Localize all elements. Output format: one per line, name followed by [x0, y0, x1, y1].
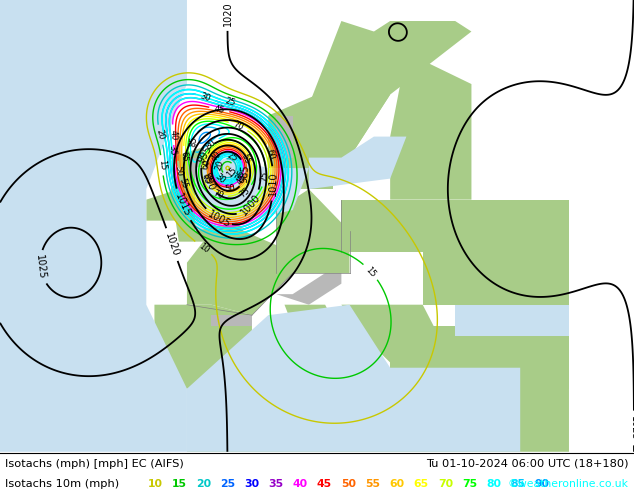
Text: 50: 50	[174, 165, 184, 177]
Text: 25: 25	[220, 479, 235, 490]
Text: 1025: 1025	[629, 416, 634, 441]
Text: 35: 35	[269, 479, 284, 490]
Polygon shape	[390, 326, 439, 389]
Text: ©weatheronline.co.uk: ©weatheronline.co.uk	[508, 479, 629, 490]
Text: 40: 40	[168, 129, 178, 140]
Text: 85: 85	[189, 136, 199, 147]
Text: 50: 50	[224, 183, 236, 194]
Text: 80: 80	[204, 138, 217, 152]
Text: 35: 35	[234, 169, 247, 182]
Text: 30: 30	[245, 479, 259, 490]
Polygon shape	[276, 273, 341, 305]
Text: 20: 20	[196, 479, 211, 490]
Polygon shape	[285, 305, 358, 378]
Text: 20: 20	[155, 128, 166, 141]
Polygon shape	[276, 116, 293, 158]
Text: 1005: 1005	[207, 209, 233, 230]
Polygon shape	[187, 158, 204, 179]
Text: 1010: 1010	[268, 171, 278, 196]
Polygon shape	[187, 378, 569, 452]
Polygon shape	[390, 52, 472, 199]
Polygon shape	[423, 199, 569, 305]
Text: 55: 55	[178, 177, 190, 190]
Polygon shape	[293, 168, 333, 189]
Text: 25: 25	[224, 97, 236, 108]
Text: 65: 65	[199, 172, 212, 186]
Text: 10: 10	[148, 479, 163, 490]
Text: 1020: 1020	[223, 1, 233, 26]
Text: 1025: 1025	[34, 254, 47, 280]
Text: 10: 10	[197, 241, 210, 254]
Polygon shape	[195, 158, 309, 231]
Text: 65: 65	[179, 151, 188, 162]
Text: 1000: 1000	[239, 193, 263, 218]
Text: 15: 15	[225, 166, 239, 179]
Polygon shape	[16, 74, 122, 105]
Text: 60: 60	[265, 147, 276, 160]
Polygon shape	[341, 305, 455, 378]
Text: 30: 30	[212, 172, 226, 186]
Polygon shape	[146, 189, 179, 220]
Polygon shape	[439, 326, 569, 389]
Text: 20: 20	[214, 159, 225, 171]
Text: 55: 55	[240, 152, 252, 165]
Polygon shape	[211, 315, 252, 326]
Text: 40: 40	[210, 149, 224, 163]
Text: 15: 15	[157, 160, 167, 171]
Text: 45: 45	[235, 172, 248, 186]
Text: 1015: 1015	[173, 192, 192, 218]
Polygon shape	[171, 158, 244, 242]
Text: 15: 15	[172, 479, 187, 490]
Polygon shape	[455, 305, 569, 336]
Text: 45: 45	[317, 479, 332, 490]
Text: 85: 85	[510, 479, 526, 490]
Polygon shape	[187, 231, 293, 315]
Text: 70: 70	[231, 120, 245, 132]
Text: 90: 90	[534, 479, 550, 490]
Polygon shape	[187, 305, 521, 452]
Text: 50: 50	[341, 479, 356, 490]
Text: 1020: 1020	[163, 231, 181, 258]
Text: 15: 15	[364, 265, 378, 279]
Polygon shape	[0, 0, 187, 452]
Text: 55: 55	[365, 479, 380, 490]
Text: 45: 45	[213, 104, 225, 115]
Text: 995: 995	[197, 144, 214, 165]
Text: 75: 75	[259, 171, 270, 183]
Text: 985: 985	[239, 164, 250, 183]
Text: Isotachs (mph) [mph] EC (AIFS): Isotachs (mph) [mph] EC (AIFS)	[5, 459, 184, 468]
Text: 990: 990	[200, 171, 216, 192]
Text: 65: 65	[413, 479, 429, 490]
Text: 60: 60	[389, 479, 404, 490]
Text: 75: 75	[238, 186, 252, 199]
Polygon shape	[309, 137, 406, 189]
Text: 75: 75	[462, 479, 477, 490]
Text: 40: 40	[293, 479, 308, 490]
Polygon shape	[341, 199, 423, 252]
Polygon shape	[268, 21, 472, 168]
Text: 60: 60	[200, 158, 212, 171]
Polygon shape	[268, 21, 390, 168]
Polygon shape	[171, 147, 204, 179]
Text: Isotachs 10m (mph): Isotachs 10m (mph)	[5, 479, 119, 490]
Text: 70: 70	[211, 188, 224, 201]
Text: 35: 35	[167, 145, 177, 156]
Text: 25: 25	[226, 151, 239, 164]
Text: Tu 01-10-2024 06:00 UTC (18+180): Tu 01-10-2024 06:00 UTC (18+180)	[427, 459, 629, 468]
Text: 30: 30	[199, 91, 212, 103]
Polygon shape	[155, 305, 252, 389]
Text: 70: 70	[438, 479, 453, 490]
Polygon shape	[276, 189, 349, 273]
Text: 80: 80	[486, 479, 501, 490]
